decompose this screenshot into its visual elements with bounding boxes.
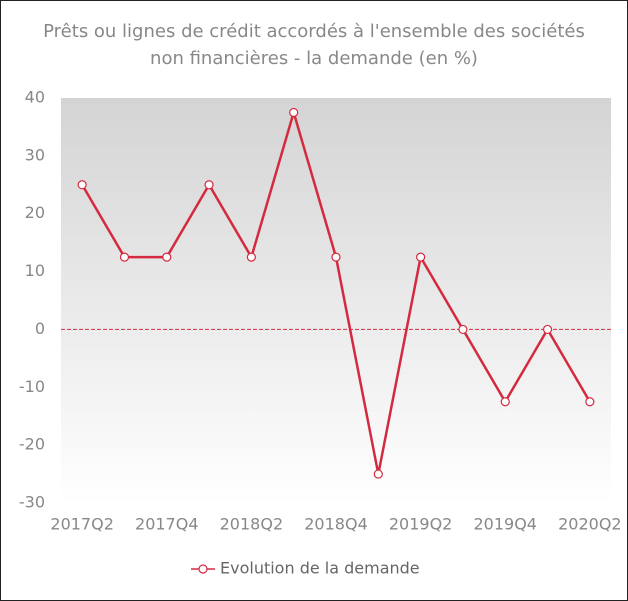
x-tick-label: 2019Q2 (389, 515, 453, 534)
x-tick-label: 2019Q4 (473, 515, 537, 534)
x-tick-label: 2017Q4 (135, 515, 199, 534)
x-tick-label: 2018Q2 (220, 515, 284, 534)
point-marker (77, 180, 87, 190)
x-tick-label: 2018Q4 (304, 515, 368, 534)
x-tick-label: 2017Q2 (50, 515, 114, 534)
point-marker (500, 397, 510, 407)
x-tick-label: 2020Q2 (558, 515, 622, 534)
point-marker (416, 252, 426, 262)
chart-title: non financières - la demande (en %) (150, 48, 478, 69)
y-tick-label: -10 (19, 377, 45, 396)
y-tick-label: 10 (25, 261, 45, 280)
point-marker (246, 252, 256, 262)
point-marker (204, 180, 214, 190)
y-tick-label: 0 (35, 319, 45, 338)
point-marker (289, 107, 299, 118)
y-tick-label: 30 (25, 145, 45, 164)
chart-title: Prêts ou lignes de crédit accordés à l'e… (43, 21, 585, 42)
point-marker (119, 252, 130, 262)
y-tick-label: 40 (25, 88, 45, 107)
point-marker (458, 324, 468, 335)
point-marker (162, 252, 172, 262)
y-tick-label: 20 (25, 203, 45, 222)
y-tick-label: -20 (19, 435, 45, 454)
y-tick-label: -30 (19, 493, 45, 512)
legend-label: Evolution de la demande (220, 559, 420, 578)
legend-marker (198, 564, 208, 574)
plot-area (61, 98, 611, 503)
point-marker (585, 397, 595, 407)
point-marker (542, 324, 553, 335)
point-marker (373, 469, 383, 479)
point-marker (331, 252, 341, 262)
